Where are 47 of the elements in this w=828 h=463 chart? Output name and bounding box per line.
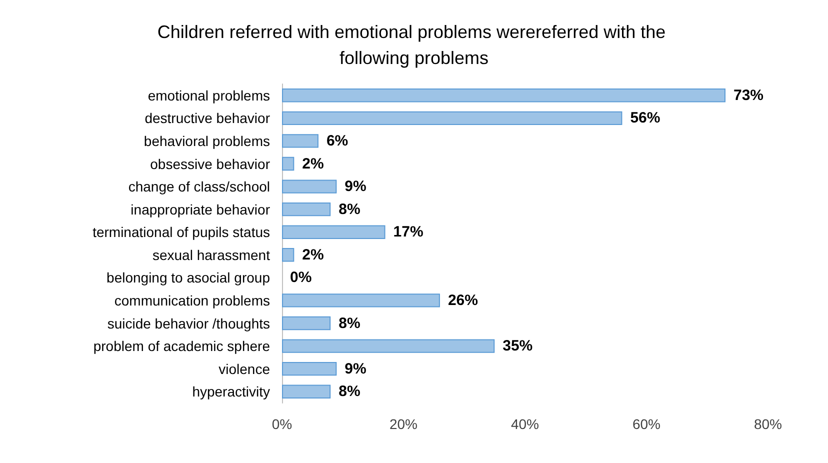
data-label: 8% bbox=[338, 314, 360, 332]
x-tick-label: 80% bbox=[754, 416, 782, 432]
bar bbox=[282, 225, 386, 239]
data-label: 26% bbox=[448, 292, 478, 309]
data-label: 6% bbox=[326, 132, 348, 150]
data-label: 9% bbox=[344, 178, 366, 196]
bar bbox=[282, 88, 726, 102]
y-tick-label: suicide behavior /thoughts bbox=[107, 315, 270, 332]
y-tick-label: sexual harassment bbox=[152, 246, 270, 263]
chart-title: Children referred with emotional problems werereferred with the following problems bbox=[157, 22, 671, 68]
y-tick-label: emotional problems bbox=[148, 87, 270, 104]
y-tick-label: hyperactivity bbox=[192, 384, 270, 400]
data-label: 56% bbox=[630, 110, 660, 127]
bar bbox=[282, 248, 294, 262]
data-label: 8% bbox=[338, 383, 360, 400]
data-label: 9% bbox=[344, 360, 366, 378]
bar bbox=[282, 316, 331, 330]
y-tick-label: communication problems bbox=[114, 292, 270, 308]
bar bbox=[282, 362, 337, 376]
y-tick-label: terminational of pupils status bbox=[92, 224, 270, 240]
x-tick-label: 40% bbox=[510, 416, 540, 432]
bar bbox=[282, 180, 337, 194]
data-label: 2% bbox=[302, 155, 324, 172]
bar bbox=[282, 294, 440, 308]
y-tick-label: destructive behavior bbox=[144, 110, 270, 126]
data-label: 73% bbox=[733, 86, 764, 104]
y-tick-label: obsessive behavior bbox=[150, 156, 270, 172]
y-tick-label: belonging to asocial group bbox=[106, 270, 270, 286]
data-label: 8% bbox=[338, 200, 360, 218]
y-tick-label: change of class/school bbox=[128, 178, 270, 195]
data-label: 17% bbox=[393, 224, 424, 241]
bar bbox=[282, 111, 622, 126]
x-tick-label: 60% bbox=[632, 416, 661, 432]
bar bbox=[282, 339, 495, 353]
bar bbox=[282, 384, 331, 398]
bar bbox=[282, 202, 331, 216]
x-tick-label: 0% bbox=[272, 416, 292, 432]
data-label: 2% bbox=[302, 246, 324, 264]
y-tick-label: behavioral problems bbox=[144, 132, 270, 149]
y-tick-label: problem of academic sphere bbox=[93, 338, 270, 354]
y-tick-label: inappropriate behavior bbox=[130, 201, 270, 218]
data-label: 0% bbox=[290, 269, 312, 286]
x-tick-label: 20% bbox=[389, 416, 418, 432]
y-tick-label: violence bbox=[218, 360, 270, 377]
bar bbox=[282, 134, 318, 148]
bar bbox=[282, 156, 294, 171]
data-label: 35% bbox=[502, 338, 533, 355]
